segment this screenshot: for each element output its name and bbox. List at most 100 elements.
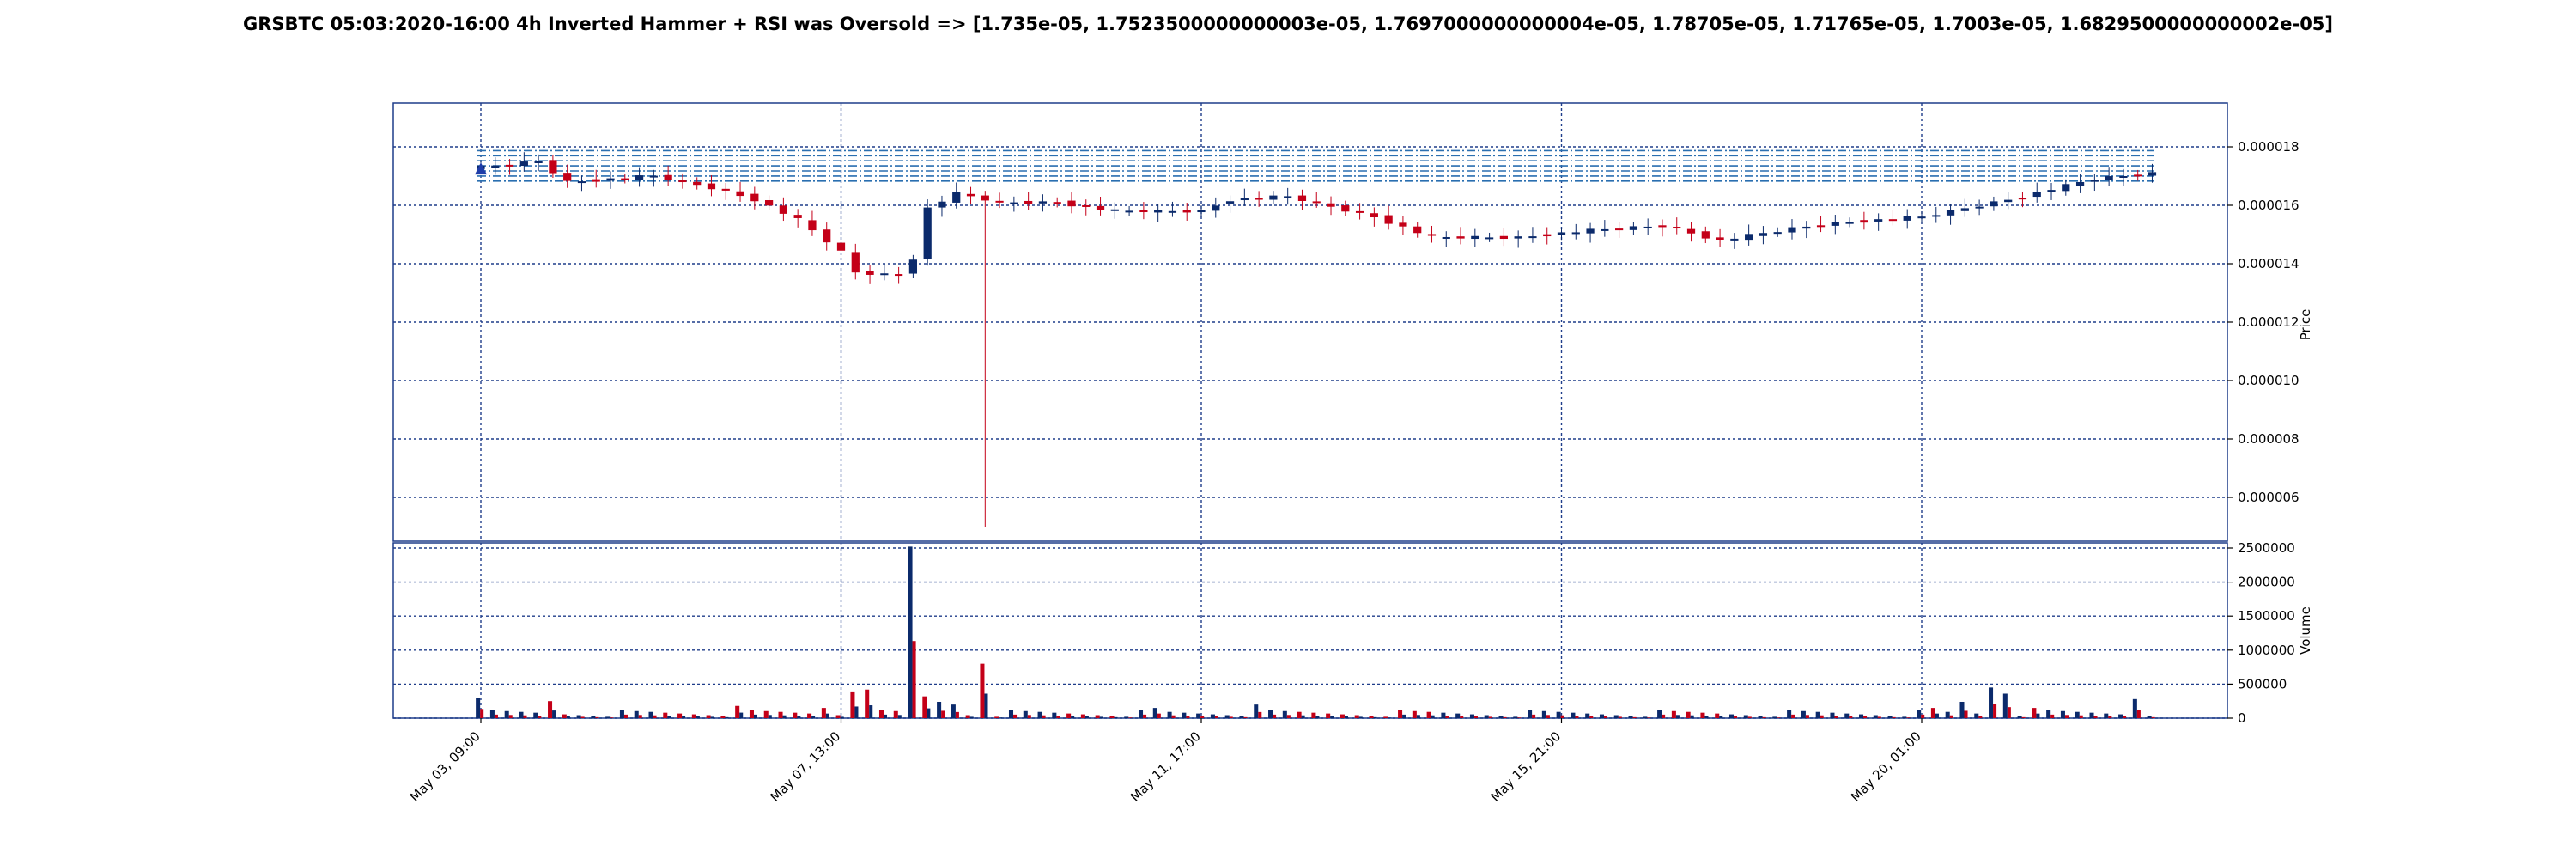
candle-body <box>2032 192 2041 198</box>
candle-body <box>1212 205 1220 211</box>
volume-tick-label: 2000000 <box>2238 575 2295 590</box>
candle-body <box>1499 235 1508 240</box>
volume-bar <box>2032 708 2037 718</box>
candle-body <box>2105 176 2113 181</box>
candle-body <box>1010 202 1018 204</box>
volume-bar <box>1844 713 1850 718</box>
candle-body <box>606 178 615 181</box>
volume-bar <box>980 663 985 718</box>
candle-body <box>491 165 500 168</box>
volume-bar <box>897 715 902 718</box>
volume-bar <box>1369 716 1374 718</box>
volume-bar <box>2151 716 2155 718</box>
price-axis-label: Price <box>2298 309 2313 341</box>
volume-bar <box>1196 713 1201 718</box>
volume-bar <box>1027 715 1031 718</box>
volume-bar <box>1715 713 1720 718</box>
volume-bar <box>1383 716 1388 718</box>
volume-bars <box>476 546 2155 718</box>
candle-body <box>1341 205 1350 212</box>
volume-bar <box>1989 687 1994 718</box>
volume-bar <box>835 715 841 718</box>
volume-bar <box>1455 713 1461 718</box>
volume-bar <box>1042 715 1046 718</box>
candle-body <box>1255 198 1263 200</box>
volume-bar <box>1099 716 1103 718</box>
volume-bar <box>653 715 657 718</box>
volume-bar <box>1863 716 1868 718</box>
volume-bar <box>1171 715 1176 718</box>
candle-body <box>621 178 629 180</box>
volume-bar <box>735 705 740 718</box>
volume-bar <box>489 710 495 718</box>
volume-bar <box>1791 714 1795 718</box>
candle-body <box>1759 233 1768 236</box>
candle-body <box>1816 225 1826 228</box>
candle-body <box>1730 238 1739 241</box>
candle-body <box>750 193 759 202</box>
volume-bar <box>1109 716 1115 718</box>
volume-bar <box>884 714 888 718</box>
volume-bar <box>893 710 898 718</box>
volume-bar <box>1340 714 1345 718</box>
volume-bar <box>1114 716 1118 718</box>
candle-body <box>1557 232 1566 235</box>
price-tick-label: 0.000018 <box>2238 139 2300 155</box>
candle-body <box>1269 195 1278 200</box>
volume-bar <box>1358 716 1363 718</box>
volume-bar <box>580 716 585 718</box>
volume-bar <box>1416 715 1420 718</box>
volume-bar <box>519 711 524 718</box>
candle-body <box>1960 208 1969 211</box>
volume-bar <box>1412 710 1417 718</box>
volume-bar <box>1239 716 1244 718</box>
volume-bar <box>1887 716 1893 718</box>
volume-panel: 0 500000 1000000 1500000 2000000 2500000 Volu… <box>392 540 2313 726</box>
candle-body <box>563 173 572 181</box>
volume-bar <box>1820 715 1824 718</box>
candle-body <box>793 215 802 218</box>
volume-bar <box>2036 713 2040 718</box>
candle-body <box>1673 227 1681 229</box>
volume-bar <box>1700 712 1705 718</box>
volume-bar <box>1801 710 1806 718</box>
volume-bar <box>1460 716 1464 718</box>
volume-bar <box>1571 712 1576 718</box>
candle-body <box>1601 228 1609 231</box>
candle-body <box>1053 202 1061 204</box>
candle-body <box>779 205 787 214</box>
volume-bar <box>1585 713 1590 718</box>
candle-body <box>764 200 774 206</box>
price-y-ticks: 0.000006 0.000008 0.000010 0.000012 0.000014… <box>2227 139 2300 505</box>
volume-bar <box>1315 716 1320 718</box>
candle-body <box>1082 204 1091 207</box>
volume-bar <box>1628 716 1633 718</box>
candle-body <box>1932 215 1941 217</box>
candle-body <box>2047 190 2056 192</box>
candle-body <box>1946 210 1955 216</box>
volume-bar <box>1686 711 1691 718</box>
volume-bar <box>1978 716 1983 718</box>
candle-body <box>1788 227 1796 233</box>
candle-body <box>1658 225 1667 228</box>
target-levels <box>477 149 2154 182</box>
volume-bar <box>2147 716 2152 718</box>
volume-bar <box>1974 713 1979 718</box>
volume-bar <box>1758 716 1763 718</box>
volume-bar <box>793 712 798 718</box>
volume-bar <box>1613 715 1619 718</box>
volume-bar <box>2046 710 2051 718</box>
volume-bar <box>523 715 527 718</box>
volume-bar <box>1532 714 1536 718</box>
volume-bar <box>1186 716 1190 718</box>
volume-bar <box>2007 707 2011 718</box>
candle-body <box>2004 199 2013 203</box>
volume-bar <box>878 710 884 718</box>
volume-bar <box>1402 714 1406 718</box>
candle-body <box>664 174 672 180</box>
price-tick-label: 0.000006 <box>2238 490 2300 505</box>
candle-body <box>1543 234 1552 237</box>
volume-bar <box>1388 717 1392 718</box>
volume-bar <box>1167 711 1172 718</box>
candle-body <box>592 179 600 182</box>
